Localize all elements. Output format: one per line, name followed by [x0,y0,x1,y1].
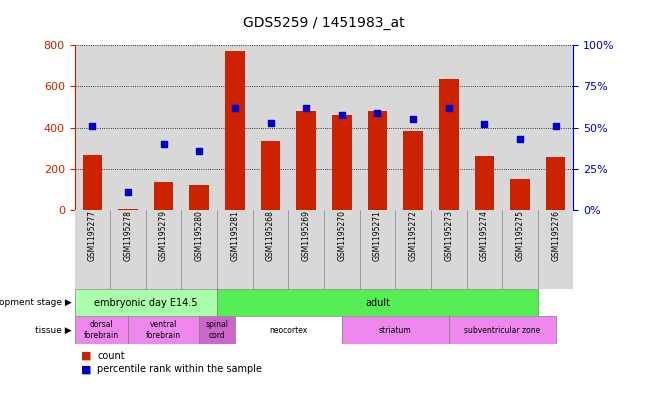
Bar [431,45,467,210]
Bar [288,45,324,210]
Bar [110,210,146,289]
Text: GSM1195277: GSM1195277 [88,210,97,261]
Bar [217,289,538,316]
Bar [225,51,245,210]
Point [229,105,240,111]
Bar [154,182,174,210]
Bar [189,185,209,210]
Bar [296,111,316,210]
Text: GSM1195274: GSM1195274 [480,210,489,261]
Text: GSM1195275: GSM1195275 [516,210,524,261]
Point [479,121,490,128]
Bar [342,316,449,344]
Bar [181,210,217,289]
Bar [217,45,253,210]
Text: GSM1195272: GSM1195272 [409,210,417,261]
Bar [360,45,395,210]
Point [301,105,311,111]
Bar [217,210,253,289]
Text: GSM1195278: GSM1195278 [124,210,132,261]
Bar [253,210,288,289]
Bar [146,210,181,289]
Text: development stage ▶: development stage ▶ [0,298,71,307]
Bar [332,116,352,210]
Bar [448,316,555,344]
Point [123,189,133,195]
Bar [538,45,573,210]
Point [515,136,525,142]
Text: embryonic day E14.5: embryonic day E14.5 [94,298,198,308]
Text: GSM1195280: GSM1195280 [195,210,203,261]
Text: dorsal
forebrain: dorsal forebrain [84,320,119,340]
Text: GSM1195273: GSM1195273 [445,210,453,261]
Text: striatum: striatum [379,326,411,334]
Text: spinal
cord: spinal cord [205,320,229,340]
Bar [467,45,502,210]
Bar [253,45,288,210]
Bar [200,316,235,344]
Bar [288,210,324,289]
Bar [439,79,459,210]
Point [408,116,419,123]
Point [194,148,205,154]
Text: GSM1195276: GSM1195276 [551,210,560,261]
Text: GSM1195281: GSM1195281 [231,210,239,261]
Text: GSM1195271: GSM1195271 [373,210,382,261]
Text: percentile rank within the sample: percentile rank within the sample [97,364,262,375]
Point [443,105,454,111]
Bar [324,45,360,210]
Text: GDS5259 / 1451983_at: GDS5259 / 1451983_at [243,16,405,30]
Bar [75,45,110,210]
Bar [431,210,467,289]
Bar [502,210,538,289]
Bar [110,45,146,210]
Bar [395,45,431,210]
Bar [395,210,431,289]
Bar [75,289,217,316]
Point [158,141,168,147]
Bar [467,210,502,289]
Point [550,123,561,129]
Bar [474,156,494,210]
Text: neocortex: neocortex [269,326,308,334]
Bar [75,316,128,344]
Text: ■: ■ [81,364,91,375]
Bar [128,316,200,344]
Bar [235,316,342,344]
Bar [82,154,102,210]
Bar [324,210,360,289]
Bar [538,210,573,289]
Text: GSM1195270: GSM1195270 [338,210,346,261]
Point [372,110,382,116]
Text: ventral
forebrain: ventral forebrain [146,320,181,340]
Text: adult: adult [365,298,390,308]
Point [87,123,97,129]
Bar [146,45,181,210]
Bar [360,210,395,289]
Text: GSM1195279: GSM1195279 [159,210,168,261]
Bar [181,45,217,210]
Text: GSM1195268: GSM1195268 [266,210,275,261]
Bar [502,45,538,210]
Bar [260,141,281,210]
Bar [403,131,423,210]
Bar [510,179,530,210]
Text: ■: ■ [81,351,91,361]
Bar [118,209,138,210]
Text: GSM1195269: GSM1195269 [302,210,310,261]
Bar [546,156,566,210]
Bar [75,210,110,289]
Point [265,119,275,126]
Text: subventricular zone: subventricular zone [464,326,540,334]
Text: count: count [97,351,125,361]
Point [337,111,347,118]
Bar [367,111,388,210]
Text: tissue ▶: tissue ▶ [34,326,71,334]
